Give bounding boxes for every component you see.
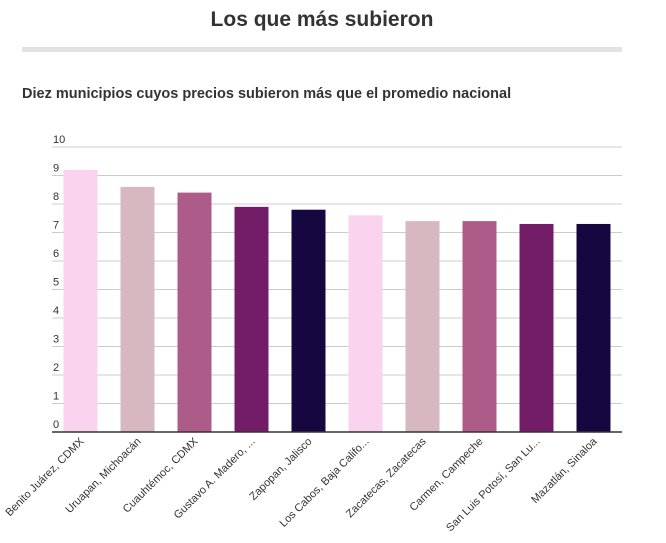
bar	[291, 209, 326, 432]
bar	[348, 215, 383, 432]
bar	[519, 223, 554, 432]
chart-subtitle: Diez municipios cuyos precios subieron m…	[22, 86, 512, 102]
bar	[177, 192, 212, 432]
bar	[405, 221, 440, 432]
x-tick-label: Zapopan, Jalisco	[247, 436, 314, 503]
y-tick-label: 2	[53, 362, 59, 374]
y-tick-label: 3	[53, 334, 59, 346]
title-divider	[22, 47, 622, 52]
y-tick-label: 5	[53, 277, 59, 289]
y-tick-label: 7	[53, 220, 59, 232]
y-tick-label: 1	[53, 391, 59, 403]
y-tick-label: 8	[53, 191, 59, 203]
bar	[120, 186, 155, 432]
bars	[63, 169, 611, 433]
y-tick-label: 0	[53, 419, 59, 431]
x-tick-label: San Luis Potosí, San Lu...	[444, 436, 542, 534]
y-tick-label: 4	[53, 305, 59, 317]
bar	[576, 223, 611, 432]
bar	[63, 169, 98, 433]
bar	[234, 206, 269, 432]
y-tick-label: 10	[53, 134, 65, 146]
bar	[462, 221, 497, 432]
y-tick-label: 6	[53, 248, 59, 260]
chart-title: Los que más subieron	[210, 8, 434, 31]
y-tick-label: 9	[53, 163, 59, 175]
y-axis-ticks: 0 1 2 3 4 5 6 7 8 9 10	[53, 134, 65, 431]
